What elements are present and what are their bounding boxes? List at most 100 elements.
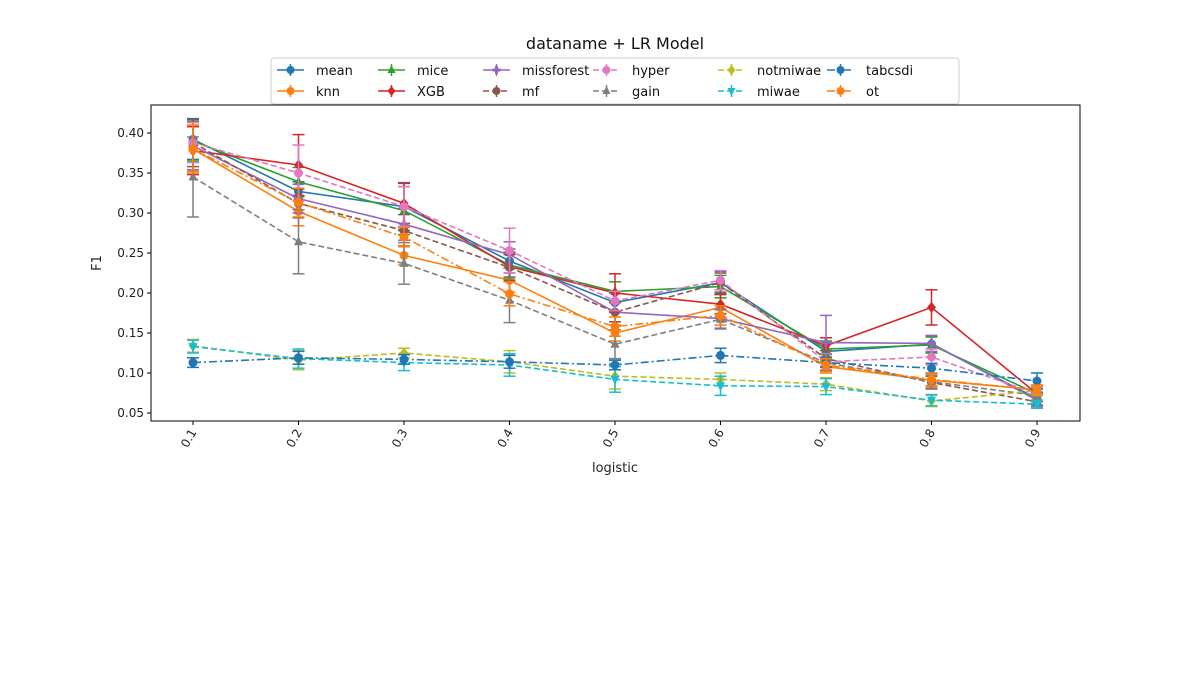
marker-plus-v	[495, 66, 498, 74]
y-tick-label: 0.15	[117, 326, 144, 340]
x-tick-label: 0.8	[916, 427, 938, 451]
y-tick-label: 0.35	[117, 166, 144, 180]
data-point-marker	[505, 289, 514, 299]
legend-label: miwae	[757, 85, 800, 100]
x-tick-label: 0.6	[705, 427, 727, 451]
y-tick-label: 0.20	[117, 286, 144, 300]
data-point-marker	[188, 343, 198, 353]
x-tick-label: 0.3	[389, 427, 411, 451]
y-tick-label: 0.30	[117, 206, 144, 220]
data-point-marker	[927, 338, 936, 348]
data-point-marker	[927, 374, 936, 384]
legend-frame	[270, 57, 960, 105]
data-point-marker	[1032, 385, 1042, 395]
data-point-marker	[716, 350, 725, 360]
data-point-marker	[716, 382, 725, 392]
data-point-marker	[821, 383, 831, 393]
legend: mean knn mice XGB missforest mf hyper gain notmi…	[270, 57, 960, 105]
data-point-marker	[610, 360, 620, 370]
data-point-marker	[505, 246, 514, 256]
legend-label: tabcsdi	[866, 64, 913, 79]
data-point-marker	[1032, 400, 1042, 410]
data-point-marker	[505, 357, 514, 367]
legend-label: knn	[316, 85, 340, 100]
data-point-marker	[927, 396, 936, 406]
legend-item-tabcsdi: tabcsdi	[827, 64, 913, 79]
data-point-marker	[602, 66, 611, 74]
data-point-marker	[286, 66, 295, 74]
legend-label: XGB	[417, 85, 445, 100]
legend-item-missforest: missforest	[483, 64, 589, 79]
x-tick-label: 0.7	[811, 427, 833, 451]
data-point-marker	[294, 353, 303, 363]
data-point-marker	[294, 168, 303, 178]
y-axis-label: F1	[90, 255, 105, 271]
data-point-marker	[610, 375, 620, 385]
series-tabcsdi	[187, 347, 1043, 390]
legend-label: mf	[522, 85, 540, 100]
x-tick-label: 0.9	[1022, 427, 1044, 451]
data-point-marker	[399, 257, 409, 267]
data-point-marker	[610, 296, 620, 306]
data-point-marker	[610, 338, 620, 348]
data-point-marker	[294, 198, 303, 208]
data-point-marker	[399, 354, 409, 364]
data-point-marker	[1032, 376, 1042, 386]
data-point-marker	[821, 360, 831, 370]
data-point-marker	[927, 301, 936, 313]
data-point-marker	[602, 86, 611, 94]
data-point-marker	[727, 88, 736, 96]
data-point-marker	[492, 66, 501, 74]
legend-label: missforest	[522, 64, 589, 79]
data-point-marker	[716, 275, 725, 285]
series-ot	[187, 124, 1043, 396]
y-tick-label: 0.05	[117, 406, 144, 420]
data-point-marker	[387, 86, 396, 96]
data-point-marker	[188, 144, 198, 154]
marker-plus-v	[824, 338, 828, 348]
legend-item-knn: knn	[277, 85, 340, 100]
chart-title: dataname + LR Model	[526, 34, 704, 53]
legend-item-miwae: miwae	[718, 85, 800, 100]
data-point-marker	[727, 65, 736, 75]
x-tick-label: 0.2	[283, 427, 305, 451]
legend-item-mice: mice	[378, 64, 448, 79]
y-tick-label: 0.40	[117, 126, 144, 140]
legend-label: notmiwae	[757, 64, 821, 79]
legend-label: mice	[417, 64, 448, 79]
legend-item-gain: gain	[593, 85, 660, 100]
data-point-marker	[821, 338, 831, 348]
series-layer	[187, 117, 1043, 410]
y-tick-label: 0.25	[117, 246, 144, 260]
data-point-marker	[836, 66, 845, 74]
data-point-marker	[927, 352, 936, 362]
legend-item-mf: mf	[483, 85, 540, 100]
legend-label: ot	[866, 85, 879, 100]
data-point-marker	[188, 358, 198, 368]
data-point-marker	[399, 202, 409, 212]
data-point-marker	[610, 322, 620, 332]
data-point-marker	[294, 236, 303, 246]
data-point-marker	[927, 363, 936, 373]
data-point-marker	[387, 65, 396, 73]
data-point-marker	[836, 87, 845, 95]
x-tick-label: 0.4	[494, 427, 516, 451]
legend-label: gain	[632, 85, 660, 100]
legend-item-mean: mean	[277, 64, 353, 79]
y-tick-label: 0.10	[117, 366, 144, 380]
x-tick-label: 0.1	[178, 427, 200, 451]
legend-label: hyper	[632, 64, 670, 79]
x-axis-label: logistic	[592, 461, 638, 476]
legend-item-ot: ot	[827, 85, 879, 100]
data-point-marker	[399, 232, 409, 242]
axis-layer: 0.05 0.10 0.15 0.20 0.25 0.30 0.35 0.40 0.1 0.2 0.…	[117, 126, 1043, 450]
legend-label: mean	[316, 64, 353, 79]
legend-item-XGB: XGB	[378, 85, 445, 100]
x-tick-label: 0.5	[600, 427, 622, 451]
marker-plus-v	[930, 338, 933, 348]
data-point-marker	[286, 87, 295, 95]
data-point-marker	[188, 171, 198, 181]
legend-item-hyper: hyper	[593, 64, 670, 79]
legend-item-notmiwae: notmiwae	[718, 64, 821, 79]
